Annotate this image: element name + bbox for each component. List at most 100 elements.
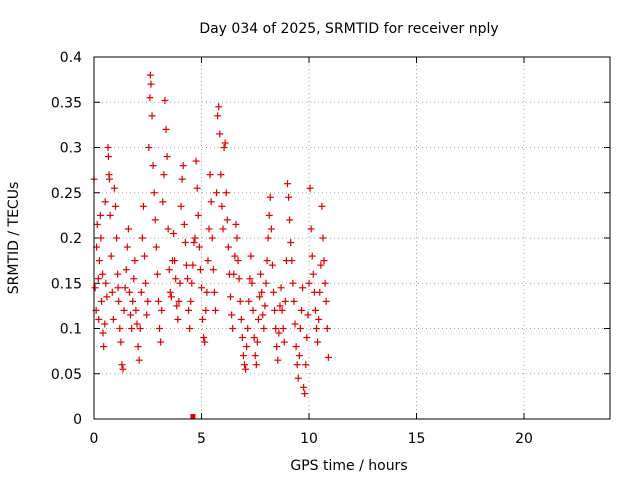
data-point <box>160 171 168 179</box>
data-point <box>148 112 156 120</box>
data-point <box>109 315 117 323</box>
data-point <box>159 198 167 206</box>
data-point <box>229 325 237 332</box>
data-point <box>137 288 145 296</box>
data-point <box>165 266 173 274</box>
data-point <box>115 297 123 305</box>
data-point <box>221 139 229 147</box>
x-tick-label: 15 <box>408 431 426 447</box>
data-point <box>313 325 321 332</box>
data-point <box>305 279 313 287</box>
data-point <box>108 288 116 296</box>
data-point <box>112 202 119 210</box>
data-point <box>184 275 192 283</box>
data-point <box>164 225 172 233</box>
data-point <box>262 279 270 287</box>
data-point <box>101 198 109 206</box>
data-point <box>95 257 103 265</box>
data-point <box>144 297 152 305</box>
data-point <box>302 361 310 369</box>
data-point <box>150 189 158 197</box>
data-point <box>162 125 170 133</box>
data-point <box>96 211 104 219</box>
x-tick-label: 5 <box>197 431 206 447</box>
data-point <box>161 96 169 104</box>
data-point <box>113 234 121 242</box>
data-point <box>243 343 251 351</box>
data-point <box>287 239 295 247</box>
data-point <box>118 361 126 369</box>
data-point <box>246 275 254 283</box>
data-point <box>272 325 280 332</box>
data-point <box>206 171 214 179</box>
data-point <box>121 284 129 292</box>
data-point <box>205 225 213 233</box>
data-point <box>177 202 185 210</box>
data-point <box>116 325 124 332</box>
data-point <box>236 297 244 305</box>
data-point <box>199 315 207 323</box>
data-point <box>94 275 102 283</box>
data-point <box>134 343 142 351</box>
data-point <box>99 329 107 337</box>
data-point <box>230 270 238 278</box>
data-point <box>309 270 317 278</box>
data-point <box>104 144 112 151</box>
data-point <box>263 257 271 265</box>
data-point <box>234 257 242 265</box>
data-point <box>179 162 187 170</box>
data-point <box>153 270 161 278</box>
data-point <box>186 325 194 332</box>
data-point <box>152 243 160 251</box>
baseline-marker <box>190 414 196 419</box>
data-point <box>288 257 296 265</box>
data-point <box>117 338 125 346</box>
data-point <box>304 311 312 319</box>
data-point <box>196 266 204 274</box>
data-point <box>91 284 99 292</box>
data-point <box>291 320 299 328</box>
data-point <box>285 193 293 201</box>
data-point <box>264 234 272 242</box>
y-axis-title: SRMTID / TECUs <box>6 182 22 295</box>
data-point <box>319 234 327 242</box>
data-point <box>210 288 218 296</box>
data-point <box>208 234 216 242</box>
data-point <box>274 356 282 364</box>
data-point <box>139 202 147 210</box>
data-point <box>286 216 294 224</box>
data-point <box>200 334 208 342</box>
data-point <box>252 361 260 369</box>
data-point <box>258 288 266 296</box>
data-point <box>100 343 108 351</box>
data-point <box>261 302 269 310</box>
data-point <box>120 306 128 314</box>
data-point <box>97 234 105 242</box>
data-point <box>107 252 115 260</box>
data-point <box>209 266 217 274</box>
data-point <box>321 279 329 287</box>
data-point <box>318 202 326 210</box>
data-point <box>99 270 107 278</box>
data-point <box>311 306 319 314</box>
data-point <box>98 297 106 305</box>
data-point <box>292 343 300 351</box>
data-point <box>245 297 253 305</box>
data-point <box>211 306 219 314</box>
y-tick-label: 0.05 <box>51 367 82 383</box>
x-tick-label: 0 <box>90 431 99 447</box>
data-point <box>147 80 155 88</box>
grid <box>94 57 610 419</box>
data-point <box>145 144 153 151</box>
data-point <box>214 112 222 120</box>
data-point <box>273 343 281 351</box>
y-axis-ticks: 0 0.05 0.1 0.15 0.2 0.25 0.3 0.35 0.4 <box>51 50 610 428</box>
data-point <box>238 334 246 342</box>
data-point <box>281 297 289 305</box>
data-point <box>220 144 228 151</box>
data-point <box>149 162 157 170</box>
data-point <box>201 338 209 346</box>
data-point <box>198 284 205 292</box>
data-point <box>181 239 189 247</box>
